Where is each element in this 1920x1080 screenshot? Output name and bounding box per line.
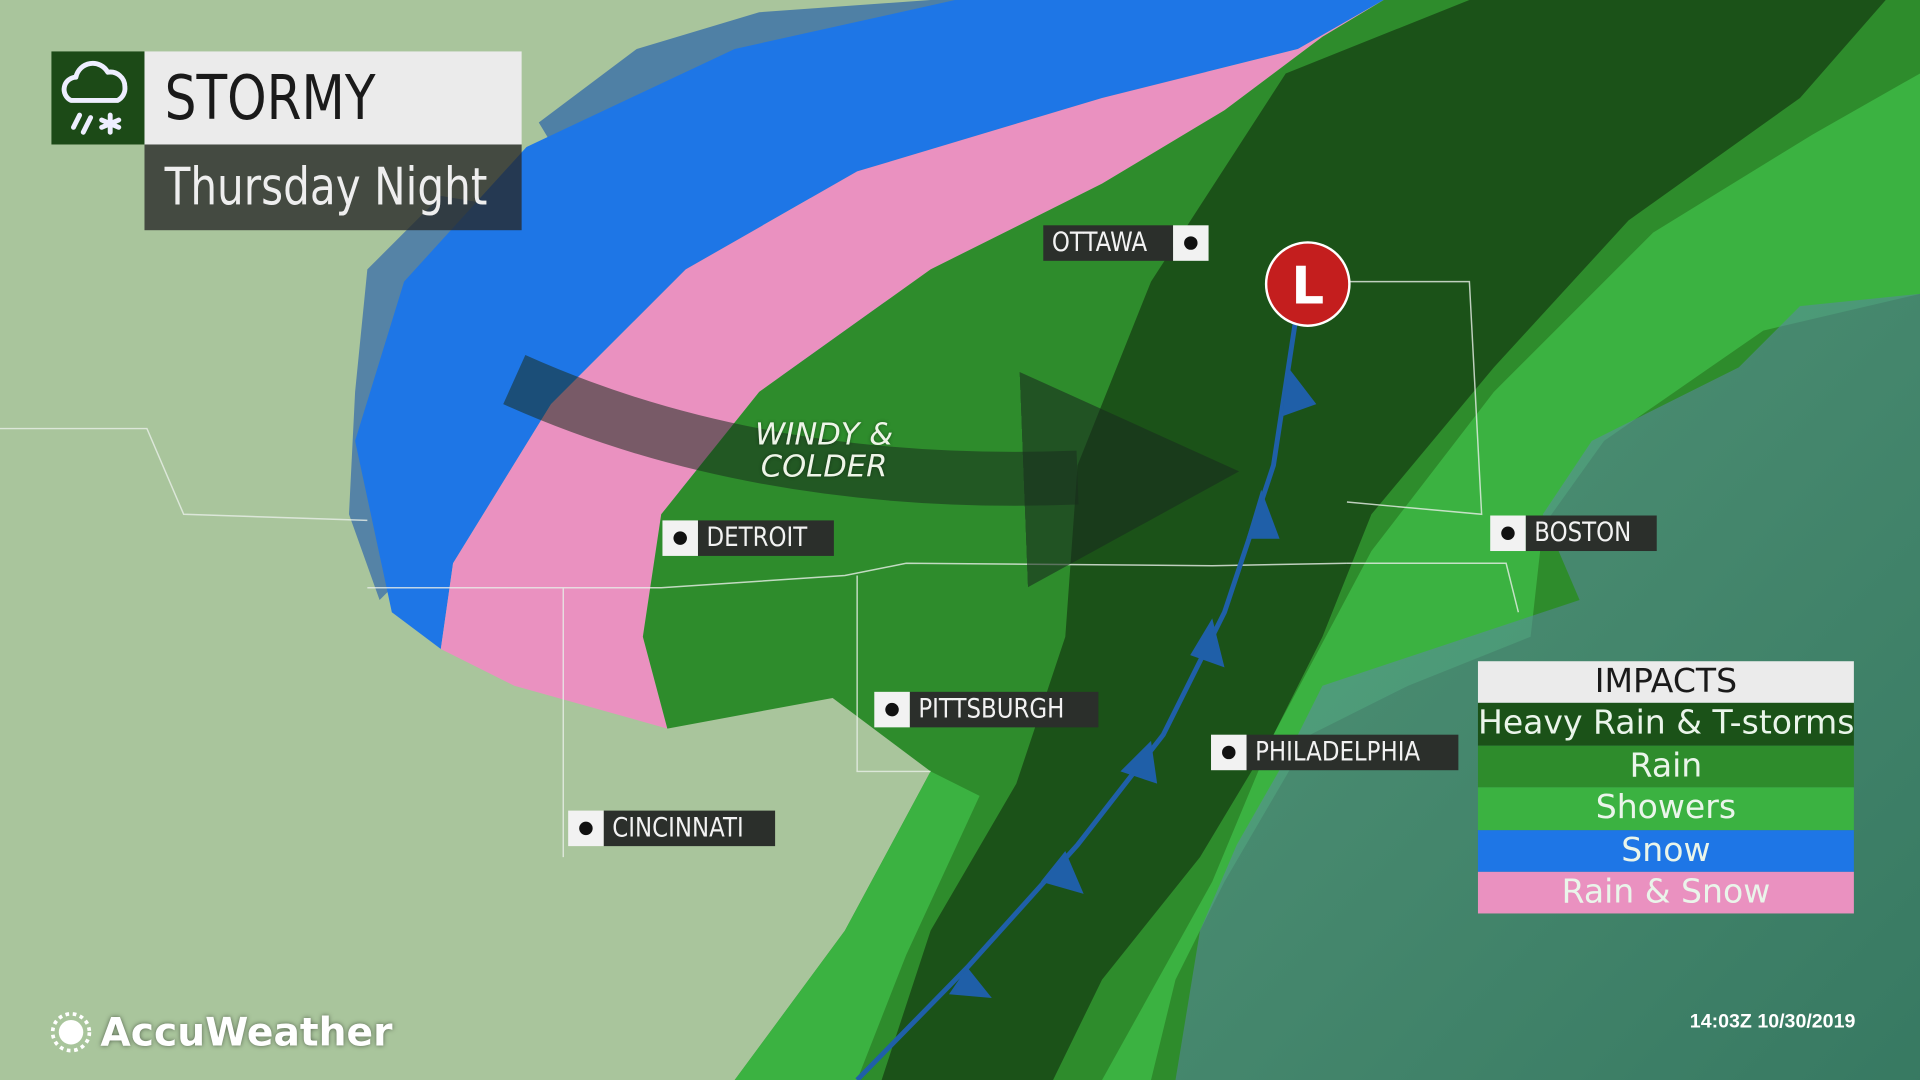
wind-arrow [503,355,1240,588]
impacts-legend: IMPACTS Heavy Rain & T-storms Rain Showe… [1477,661,1854,914]
subtitle: Thursday Night [144,144,522,231]
showers-area-south [734,771,980,1080]
city-label: DETROIT [697,520,834,556]
annotation-line-2: COLDER [760,448,888,484]
snow-area [355,0,1384,649]
city-dot-icon [568,810,604,847]
windy-colder-annotation: WINDY & COLDER [744,416,903,484]
rain-snow-cloud-icon [51,51,145,145]
legend-title: IMPACTS [1477,661,1854,704]
city-dot-icon [1490,515,1526,552]
city-philadelphia: PHILADELPHIA [1211,734,1458,771]
low-pressure-center: L [1264,241,1351,327]
city-label: PHILADELPHIA [1246,734,1458,771]
heavy-rain-area [881,0,1886,1080]
city-detroit: DETROIT [662,520,834,556]
sun-logo-icon [50,1012,92,1053]
city-pittsburgh: PITTSBURGH [874,691,1099,728]
legend-item-showers: Showers [1477,787,1854,830]
legend-item-heavy-rain: Heavy Rain & T-storms [1477,703,1854,746]
city-dot-icon [1211,734,1247,771]
showers-area [1102,73,1920,1080]
legend-item-snow: Snow [1477,829,1854,872]
city-ottawa: OTTAWA [1043,225,1209,261]
headline: STORMY [144,51,522,145]
city-label: PITTSBURGH [909,691,1099,728]
accuweather-logo: AccuWeather [49,1009,392,1056]
city-label: OTTAWA [1043,225,1173,261]
brand-name: AccuWeather [100,1008,393,1056]
city-dot-icon [662,520,698,556]
legend-item-rain: Rain [1477,745,1854,788]
city-dot-icon [874,691,910,728]
low-pressure-label: L [1291,257,1324,317]
city-cincinnati: CINCINNATI [568,810,776,847]
legend-item-rain-snow: Rain & Snow [1477,871,1854,914]
city-label: CINCINNATI [603,810,776,847]
cold-front [855,320,1317,1080]
city-dot-icon [1172,225,1209,261]
timestamp: 14:03Z 10/30/2019 [1689,1011,1856,1033]
city-label: BOSTON [1525,515,1657,552]
city-boston: BOSTON [1490,515,1657,552]
rain-snow-area [440,0,1384,729]
annotation-line-1: WINDY & [755,416,894,452]
